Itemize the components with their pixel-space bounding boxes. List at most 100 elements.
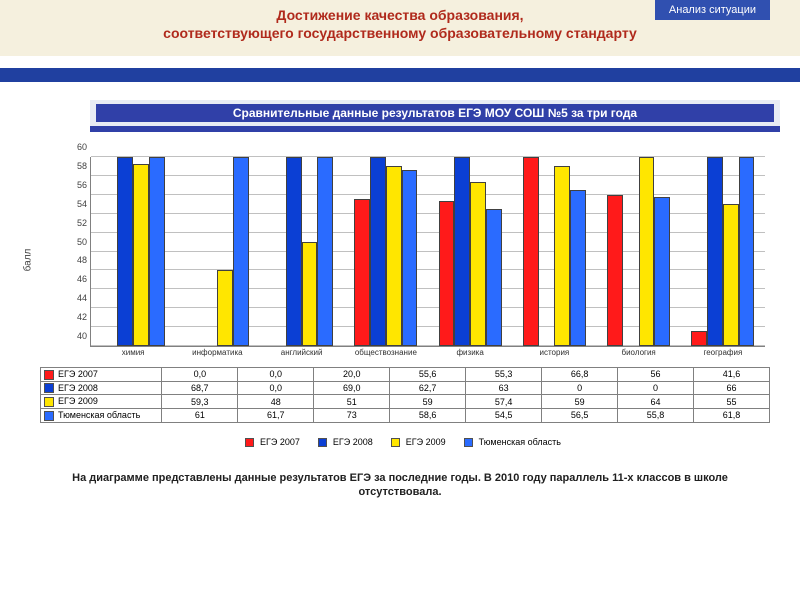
category-group: история: [512, 157, 596, 346]
data-cell: 0,0: [238, 381, 314, 395]
legend-swatch: [464, 438, 473, 447]
bar: [523, 157, 539, 346]
category-label: физика: [428, 348, 512, 357]
category-group: английский: [260, 157, 344, 346]
bar: [317, 157, 333, 346]
y-tick: 44: [77, 293, 87, 303]
data-cell: 61,7: [238, 408, 314, 422]
y-tick: 46: [77, 274, 87, 284]
y-axis-label: балл: [23, 248, 34, 271]
legend-swatch: [44, 370, 54, 380]
category-label: информатика: [175, 348, 259, 357]
bar: [570, 190, 586, 346]
bar: [149, 157, 165, 346]
y-tick: 50: [77, 237, 87, 247]
legend-swatch: [44, 383, 54, 393]
table-row: Тюменская область6161,77358,654,556,555,…: [41, 408, 770, 422]
chart-legend: ЕГЭ 2007 ЕГЭ 2008 ЕГЭ 2009 Тюменская област…: [0, 437, 800, 447]
bar: [707, 157, 723, 346]
bar: [739, 157, 755, 346]
bar: [486, 209, 502, 346]
data-cell: 59,3: [162, 395, 238, 409]
legend-item: Тюменская область: [458, 437, 561, 447]
title-line-2: соответствующего государственному образо…: [163, 25, 637, 41]
data-cell: 59: [542, 395, 618, 409]
bar: [117, 157, 133, 346]
bar: [723, 204, 739, 346]
bar: [286, 157, 302, 346]
data-cell: 56: [618, 368, 694, 382]
chart-subheader: Сравнительные данные результатов ЕГЭ МОУ…: [90, 100, 780, 132]
footnote: На диаграмме представлены данные результ…: [40, 471, 760, 500]
y-tick: 60: [77, 142, 87, 152]
category-group: химия: [91, 157, 175, 346]
data-cell: 68,7: [162, 381, 238, 395]
category-group: информатика: [175, 157, 259, 346]
category-label: география: [681, 348, 765, 357]
category-label: биология: [597, 348, 681, 357]
chart-subheader-text: Сравнительные данные результатов ЕГЭ МОУ…: [96, 104, 774, 122]
data-cell: 64: [618, 395, 694, 409]
y-tick: 48: [77, 255, 87, 265]
bar: [133, 164, 149, 346]
data-cell: 48: [238, 395, 314, 409]
blue-band: [0, 68, 800, 82]
category-group: физика: [428, 157, 512, 346]
bar: [454, 157, 470, 346]
series-label-cell: ЕГЭ 2008: [41, 381, 162, 395]
category-label: химия: [91, 348, 175, 357]
bar: [607, 195, 623, 346]
legend-item: ЕГЭ 2008: [312, 437, 373, 447]
data-cell: 58,6: [390, 408, 466, 422]
y-tick: 42: [77, 312, 87, 322]
data-cell: 0,0: [162, 368, 238, 382]
data-cell: 0: [542, 381, 618, 395]
category-group: биология: [597, 157, 681, 346]
legend-item: ЕГЭ 2009: [385, 437, 446, 447]
data-cell: 20,0: [314, 368, 390, 382]
legend-swatch: [44, 411, 54, 421]
bar: [354, 199, 370, 346]
situation-badge: Анализ ситуации: [655, 0, 770, 20]
bar: [691, 331, 707, 346]
data-cell: 51: [314, 395, 390, 409]
data-cell: 54,5: [466, 408, 542, 422]
bar: [470, 182, 486, 346]
data-cell: 66,8: [542, 368, 618, 382]
bar: [217, 270, 233, 346]
bar: [233, 157, 249, 346]
bar: [386, 166, 402, 346]
series-label-cell: ЕГЭ 2007: [41, 368, 162, 382]
legend-swatch: [44, 397, 54, 407]
category-group: география: [681, 157, 765, 346]
data-cell: 66: [694, 381, 770, 395]
data-cell: 59: [390, 395, 466, 409]
chart-plot: 4042444648505254565860химияинформатикаан…: [90, 157, 765, 347]
data-table: ЕГЭ 20070,00,020,055,655,366,85641,6ЕГЭ …: [40, 367, 770, 423]
data-cell: 63: [466, 381, 542, 395]
category-group: обществознание: [344, 157, 428, 346]
table-row: ЕГЭ 20070,00,020,055,655,366,85641,6: [41, 368, 770, 382]
data-cell: 0: [618, 381, 694, 395]
legend-swatch: [391, 438, 400, 447]
table-row: ЕГЭ 200868,70,069,062,7630066: [41, 381, 770, 395]
legend-swatch: [245, 438, 254, 447]
bar: [302, 242, 318, 346]
series-label-cell: ЕГЭ 2009: [41, 395, 162, 409]
bar: [639, 157, 655, 346]
y-tick: 58: [77, 161, 87, 171]
data-cell: 55: [694, 395, 770, 409]
y-tick: 54: [77, 199, 87, 209]
data-cell: 61,8: [694, 408, 770, 422]
bar: [370, 157, 386, 346]
title-line-1: Достижение качества образования,: [276, 7, 523, 23]
bar: [654, 197, 670, 346]
chart-area: балл 4042444648505254565860химияинформат…: [40, 152, 770, 367]
category-label: история: [512, 348, 596, 357]
bar: [402, 170, 418, 346]
legend-swatch: [318, 438, 327, 447]
legend-item: ЕГЭ 2007: [239, 437, 300, 447]
slide-header: Достижение качества образования, соответ…: [0, 0, 800, 56]
data-cell: 55,6: [390, 368, 466, 382]
y-tick: 40: [77, 331, 87, 341]
